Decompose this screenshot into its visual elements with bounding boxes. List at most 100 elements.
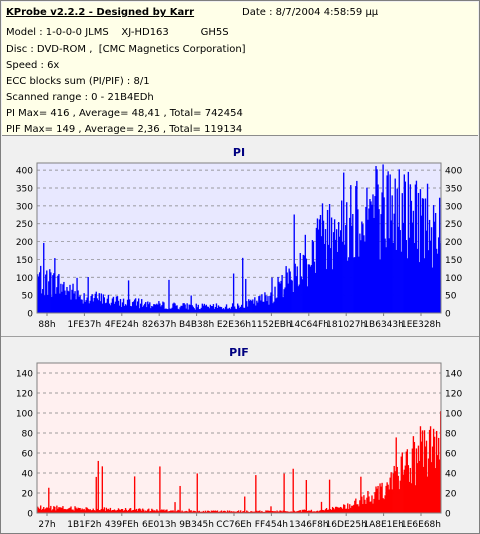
data-bar [329,509,332,513]
y-tick-label-right: 20 [445,490,457,500]
data-bar [63,509,65,513]
x-tick-label: 181027h [326,320,366,330]
data-bar [204,305,207,313]
data-bar [253,303,255,313]
data-bar [223,510,226,513]
data-bar [264,292,266,313]
data-bar [121,302,124,313]
y-tick-label-right: 350 [445,185,462,195]
data-bar [128,508,131,513]
data-bar [393,465,395,513]
data-bar [436,455,439,513]
data-bar [352,214,354,313]
data-bar [292,468,294,513]
data-bar [212,304,215,313]
data-bar [163,509,165,513]
data-bar [382,498,384,513]
data-bar [142,306,144,313]
data-bar [333,219,336,313]
data-bar [263,301,265,313]
data-bar [66,286,68,313]
data-bar [329,248,332,313]
data-bar [186,303,188,313]
data-bar [360,476,362,513]
data-bar [249,300,251,313]
data-bar [400,251,402,313]
data-bar [61,291,63,313]
data-bar [261,294,263,313]
data-bar [128,299,131,313]
y-tick-label-right: 0 [445,510,451,520]
data-bar [63,281,65,313]
data-bar [114,510,117,513]
data-bar [91,294,93,313]
data-bar [412,210,415,313]
data-bar [204,510,207,513]
data-bar [70,299,72,313]
data-bar [142,508,144,513]
data-bar [406,449,409,513]
data-bar [406,258,409,313]
x-tick-label: 1346F8h [289,520,329,530]
data-bar [330,217,333,313]
data-bar [242,257,244,313]
data-bar [220,510,223,513]
data-bar [226,510,229,513]
data-bar [289,271,291,313]
data-bar [437,437,440,513]
data-bar [422,198,425,313]
data-bar [199,309,201,313]
data-bar [288,268,290,313]
data-bar [124,304,127,313]
data-bar [211,306,214,313]
data-bar [393,213,395,313]
data-bar [295,511,297,513]
data-bar [46,270,48,313]
data-bar [309,510,312,513]
x-tick-label: 6E013h [142,520,176,530]
data-bar [426,476,429,513]
data-bar [143,305,145,313]
data-bar [38,276,40,313]
data-bar [194,511,196,513]
data-bar [66,509,68,513]
data-bar [154,510,156,513]
data-bar [216,307,219,313]
data-bar [300,511,302,513]
data-bar [159,466,161,513]
data-bar [143,509,145,513]
data-bar [89,509,91,513]
data-bar [110,510,113,513]
data-bar [112,510,115,513]
data-bar [355,186,357,313]
y-tick-label-right: 400 [445,167,462,177]
data-bar [217,305,220,313]
data-bar [386,175,388,313]
data-bar [47,507,49,513]
data-bar [102,509,105,513]
y-tick-label-right: 250 [445,220,462,230]
data-bar [412,436,415,513]
data-bar [70,506,72,513]
pi-chart: PI 0 0 50 50 100 100 150 150 200 200 250 250 300 300 35… [16,146,463,330]
data-bar [275,298,277,313]
x-tick-label: FF454h [255,520,288,530]
data-bar [290,279,292,313]
data-bar [131,302,134,313]
data-bar [88,303,90,313]
y-tick-label-left: 0 [27,510,33,520]
data-bar [309,266,312,313]
data-bar [347,503,349,513]
data-bar [100,293,102,313]
data-bar [37,274,39,313]
data-bar [176,305,178,313]
data-bar [278,281,280,313]
data-bar [340,506,342,513]
data-bar [94,510,96,513]
data-bar [72,509,74,513]
data-bar [237,305,240,313]
data-bar [212,510,215,513]
data-bar [181,510,183,513]
data-bar [141,299,143,313]
data-bar [319,214,322,313]
